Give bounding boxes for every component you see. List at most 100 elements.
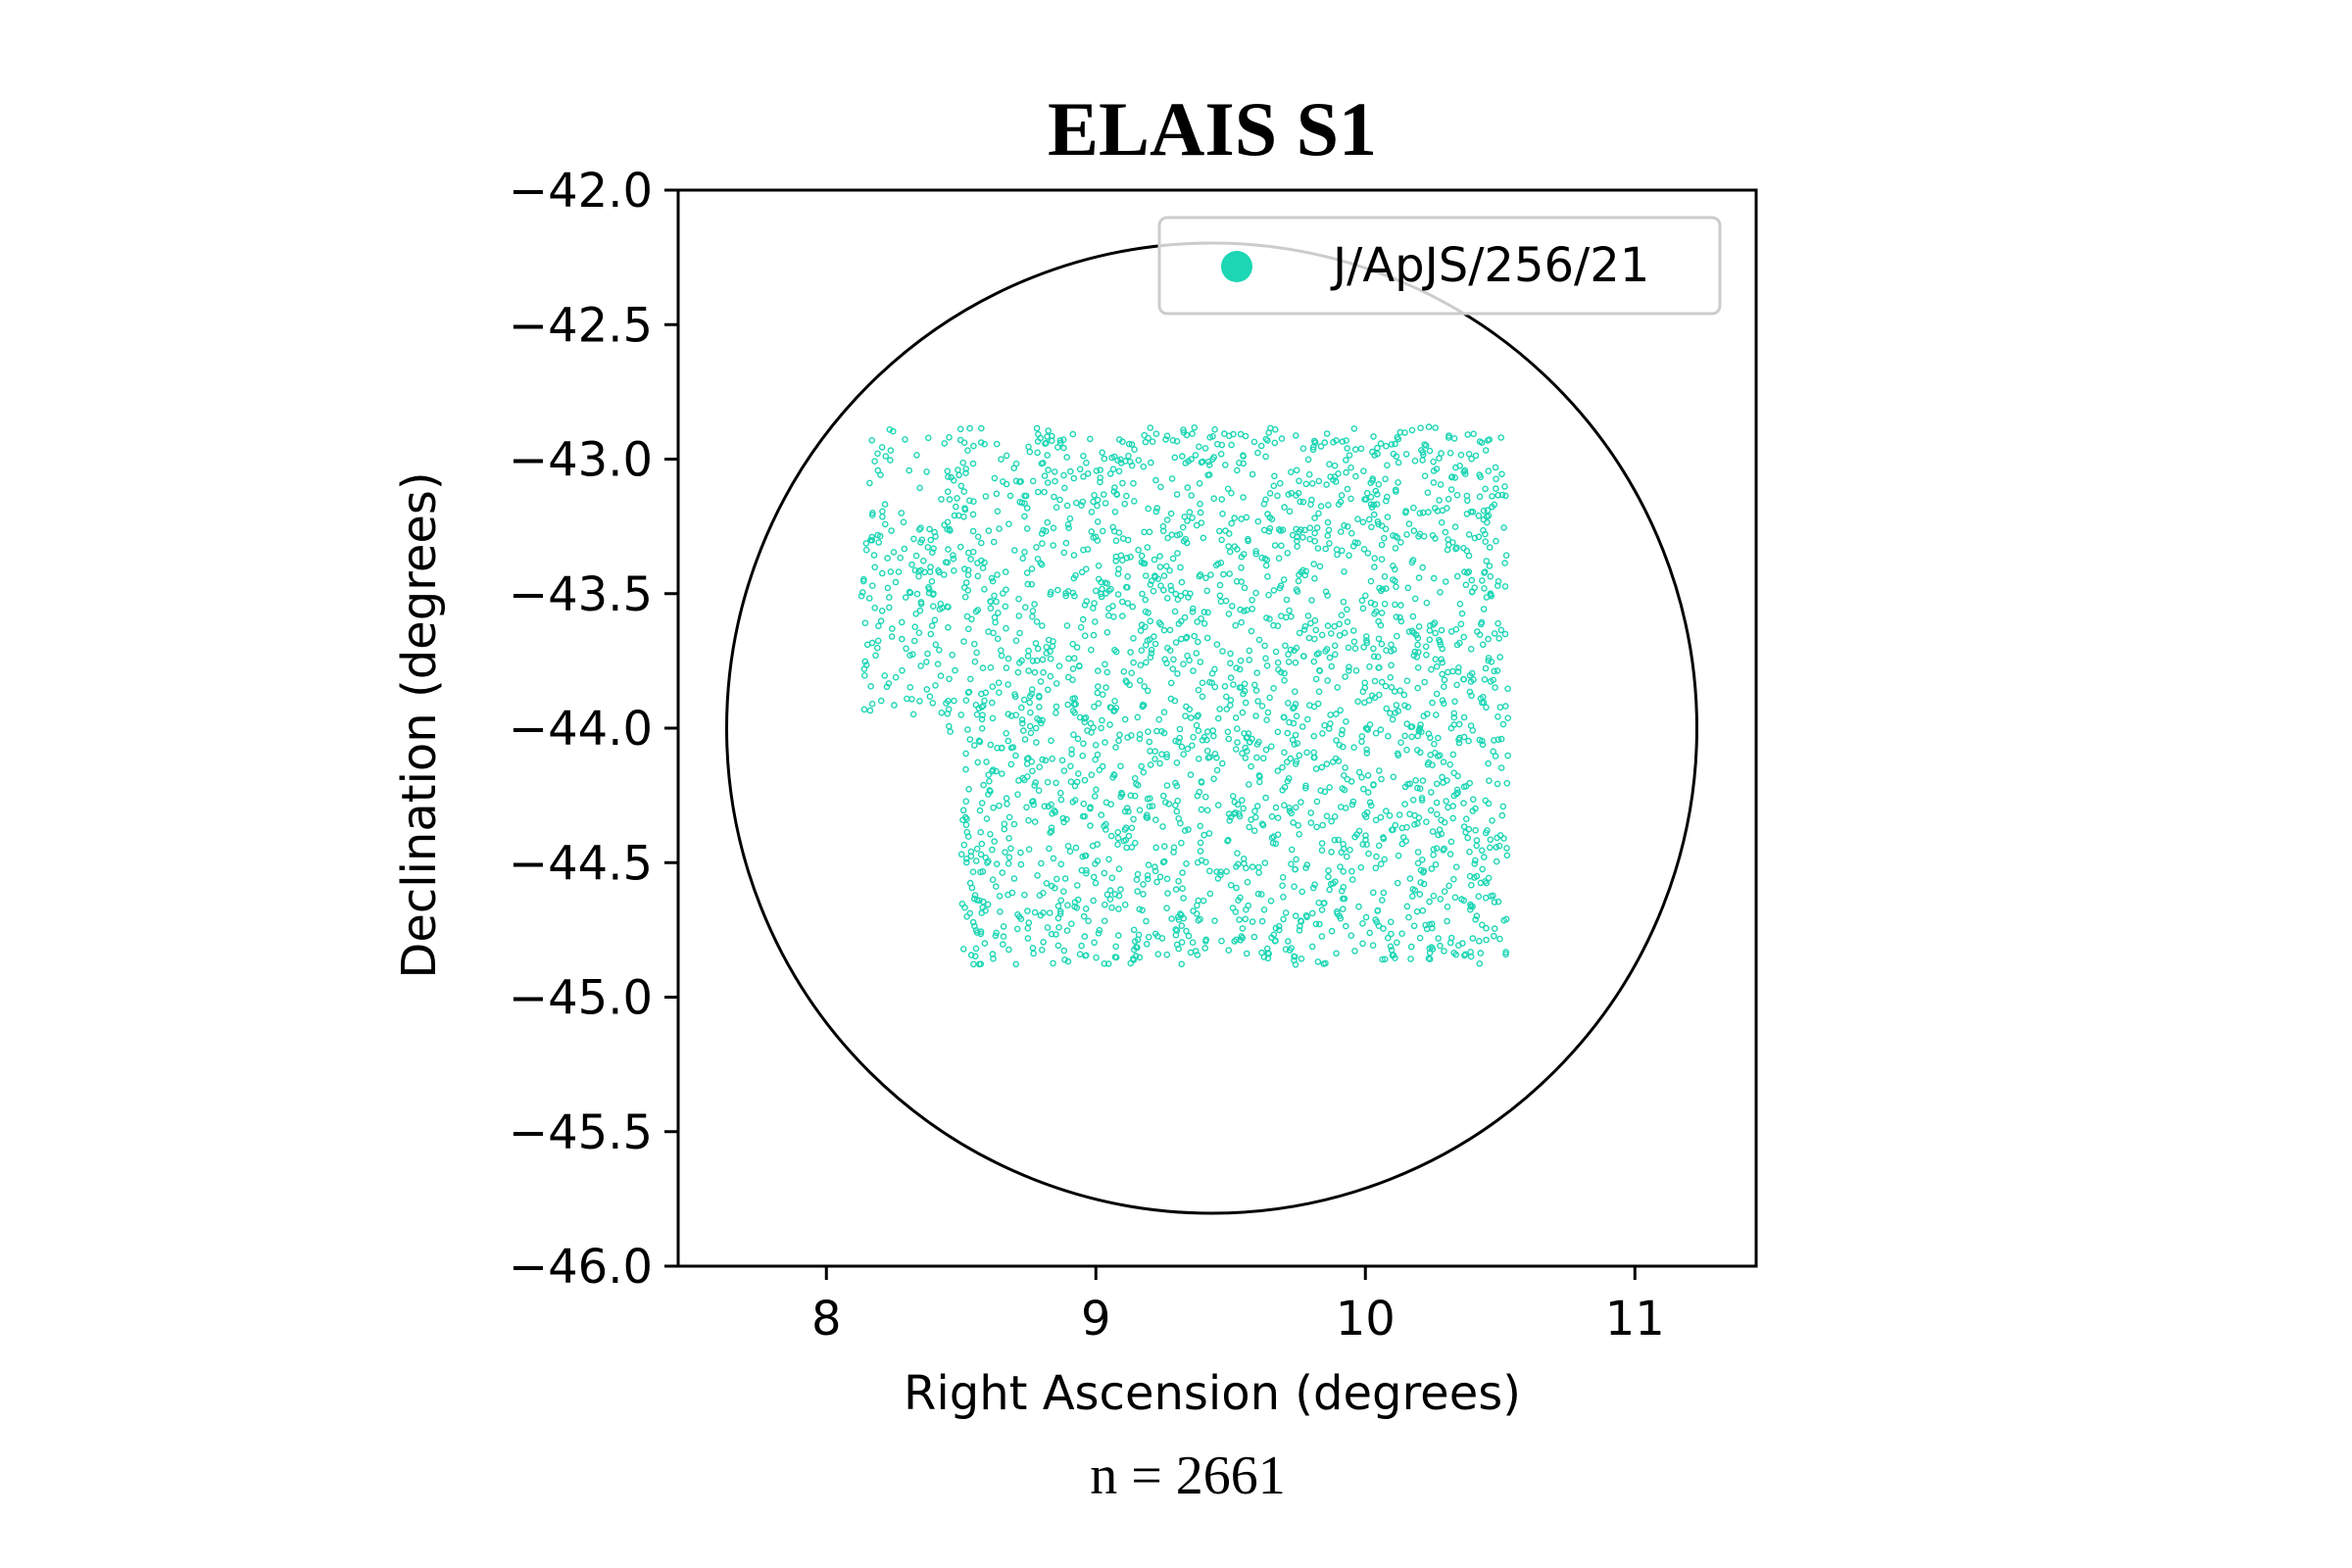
source-point xyxy=(1000,941,1006,948)
source-point xyxy=(1460,733,1468,741)
source-point xyxy=(1152,816,1159,823)
source-point xyxy=(887,568,895,575)
source-point xyxy=(1053,504,1060,512)
source-point xyxy=(1027,729,1035,737)
source-point xyxy=(1460,823,1468,830)
source-point xyxy=(1069,589,1077,597)
source-point xyxy=(1213,754,1220,761)
source-point xyxy=(866,707,874,714)
source-point xyxy=(1045,803,1053,810)
source-point xyxy=(920,558,927,564)
source-point xyxy=(1141,683,1148,690)
source-point xyxy=(1342,764,1348,771)
source-point xyxy=(936,647,943,654)
source-point xyxy=(1362,832,1369,840)
source-point xyxy=(1048,827,1055,835)
source-point xyxy=(1219,511,1226,517)
source-point xyxy=(1345,644,1352,652)
source-point xyxy=(1005,520,1012,528)
source-point xyxy=(1327,880,1335,888)
source-point xyxy=(1286,808,1294,814)
source-point xyxy=(1418,795,1426,802)
source-point xyxy=(1486,777,1493,785)
source-point xyxy=(1173,760,1181,766)
source-point xyxy=(1274,622,1282,630)
source-point xyxy=(1305,634,1313,642)
source-point xyxy=(1003,795,1010,802)
source-point xyxy=(1152,476,1159,484)
source-point xyxy=(1439,670,1446,678)
source-point xyxy=(1179,453,1186,460)
source-point xyxy=(1306,535,1313,543)
source-point xyxy=(898,618,906,626)
source-point xyxy=(1189,430,1196,437)
source-point xyxy=(1131,938,1139,945)
source-point xyxy=(1010,820,1018,828)
source-point xyxy=(1483,704,1490,711)
source-point xyxy=(1152,573,1158,581)
source-point xyxy=(1131,774,1139,782)
source-point xyxy=(1172,779,1179,787)
source-point xyxy=(1484,507,1492,514)
source-point xyxy=(1248,816,1254,823)
source-point xyxy=(874,637,882,645)
source-point xyxy=(1063,622,1071,629)
source-point xyxy=(867,683,874,690)
source-point xyxy=(974,759,982,766)
source-point xyxy=(1093,786,1100,794)
source-point xyxy=(1192,452,1200,459)
source-point xyxy=(1292,760,1299,767)
source-point xyxy=(1323,481,1330,488)
source-point xyxy=(970,960,977,968)
source-point xyxy=(1323,812,1331,820)
source-point xyxy=(1454,789,1461,797)
source-point xyxy=(1367,802,1375,809)
source-point xyxy=(1346,552,1352,560)
source-point xyxy=(900,518,907,526)
source-point xyxy=(1317,503,1325,510)
source-point xyxy=(1028,565,1036,572)
source-point xyxy=(1027,709,1034,716)
source-point xyxy=(1233,884,1240,892)
source-point xyxy=(951,512,958,519)
source-point xyxy=(1150,587,1157,595)
source-point xyxy=(1427,807,1435,814)
source-point xyxy=(1480,507,1488,514)
source-point xyxy=(1061,484,1068,492)
source-point xyxy=(1265,591,1272,599)
source-point xyxy=(1032,640,1040,647)
source-point xyxy=(1283,613,1290,621)
source-point xyxy=(1413,907,1421,915)
source-point xyxy=(1034,872,1041,879)
source-point xyxy=(1381,856,1388,863)
source-point xyxy=(861,619,869,627)
source-point xyxy=(1025,443,1032,451)
source-point xyxy=(1098,593,1105,601)
source-point xyxy=(991,474,999,482)
source-point xyxy=(1196,572,1203,580)
source-point xyxy=(1080,740,1087,748)
source-point xyxy=(1050,638,1056,645)
source-point xyxy=(1160,709,1168,716)
source-point xyxy=(961,505,968,512)
source-point xyxy=(1101,960,1108,967)
source-point xyxy=(1145,861,1152,868)
source-point xyxy=(1022,492,1030,500)
source-point xyxy=(1242,744,1249,752)
source-point xyxy=(1047,648,1054,656)
source-point xyxy=(1467,903,1475,910)
source-point xyxy=(1173,808,1181,815)
source-point xyxy=(928,578,936,585)
source-point xyxy=(931,616,939,624)
source-point xyxy=(1175,814,1182,822)
source-point xyxy=(1377,621,1385,629)
source-point xyxy=(1429,761,1436,769)
source-point xyxy=(1088,646,1095,654)
source-point xyxy=(1143,941,1151,948)
source-point xyxy=(1173,437,1181,445)
source-point xyxy=(1044,452,1051,459)
source-point xyxy=(1497,764,1505,771)
source-point xyxy=(1036,763,1043,771)
source-point xyxy=(1277,479,1284,487)
source-point xyxy=(1475,512,1483,519)
